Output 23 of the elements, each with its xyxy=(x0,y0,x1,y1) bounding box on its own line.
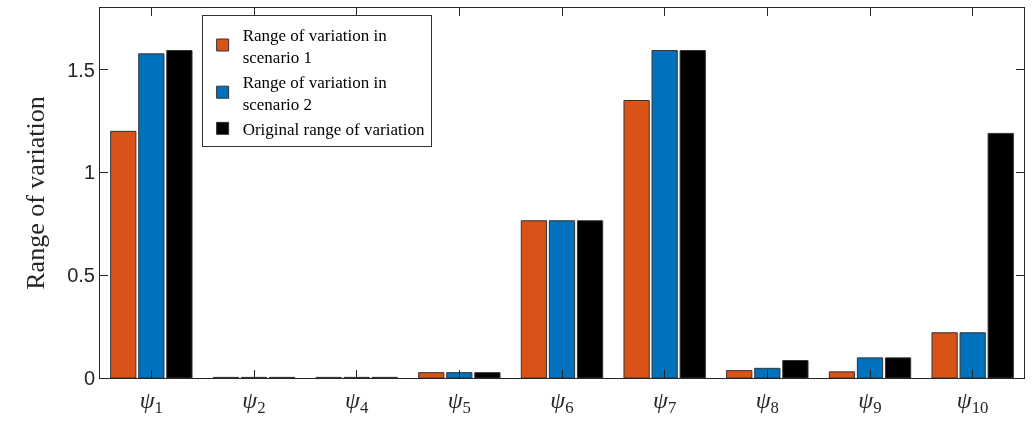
bar xyxy=(856,357,884,378)
x-tick-label: ψ$_{2}$ xyxy=(242,386,266,417)
x-tick-label: ψ$_{9}$ xyxy=(858,386,882,417)
y-axis-title: Range of variation xyxy=(20,96,50,290)
legend-label: Original range of variation xyxy=(242,119,425,139)
x-tick-label: ψ$_{8}$ xyxy=(755,386,779,417)
bar xyxy=(828,371,856,378)
bar xyxy=(884,357,912,378)
y-tick-label: 0.5 xyxy=(67,264,95,287)
y-tick-label: 1 xyxy=(83,161,95,184)
bar xyxy=(576,220,604,378)
legend-label: Range of variation in scenario 1 xyxy=(242,25,388,67)
x-tick-label: ψ$_{10}$ xyxy=(956,386,989,417)
x-tick-label: ψ$_{5}$ xyxy=(447,386,471,417)
y-tick-label: 1.5 xyxy=(67,58,95,81)
y-tick-label: 0 xyxy=(83,367,95,389)
x-tick-label: ψ$_{4}$ xyxy=(345,386,369,417)
bar xyxy=(548,220,576,378)
x-tick-label: ψ$_{7}$ xyxy=(653,386,677,417)
x-tick-label: ψ$_{1}$ xyxy=(139,386,163,417)
legend-label: Range of variation in scenario 2 xyxy=(242,72,388,114)
bar xyxy=(520,220,548,378)
x-tick-label: ψ$_{6}$ xyxy=(550,386,574,417)
